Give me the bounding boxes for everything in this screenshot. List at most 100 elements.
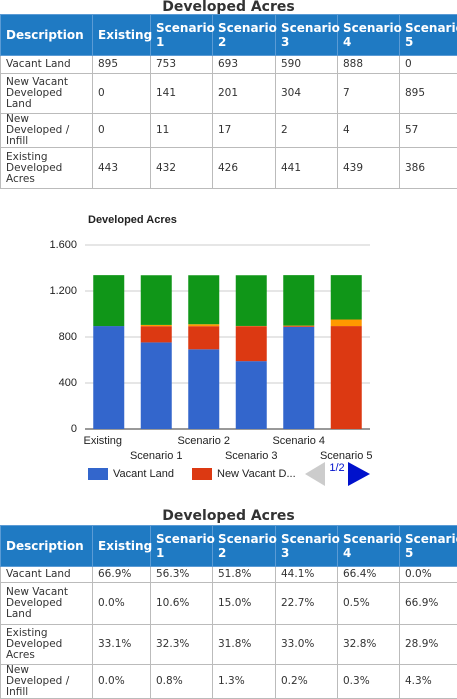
table-cell: 386 bbox=[400, 148, 457, 189]
table-cell: 66.4% bbox=[338, 567, 400, 583]
table-cell: Vacant Land bbox=[1, 567, 93, 583]
table-cell: 201 bbox=[213, 74, 276, 114]
table-title: Developed Acres bbox=[0, 507, 457, 525]
bar-segment bbox=[93, 275, 124, 326]
bar-segment bbox=[236, 326, 267, 361]
column-header: Existing bbox=[93, 15, 151, 56]
table-cell: 0.5% bbox=[338, 583, 400, 625]
table-cell: 31.8% bbox=[213, 625, 276, 665]
column-header: Description bbox=[1, 526, 93, 567]
pager-next[interactable] bbox=[348, 462, 370, 486]
bar-segment bbox=[188, 349, 219, 429]
bar-segment bbox=[331, 320, 362, 327]
y-tick-label: 800 bbox=[59, 331, 77, 343]
table-cell: 11 bbox=[151, 114, 213, 148]
column-header: Scenario 5 bbox=[400, 15, 457, 56]
table-cell: 17 bbox=[213, 114, 276, 148]
legend-label: New Vacant D... bbox=[217, 468, 296, 480]
column-header: Scenario 2 bbox=[213, 526, 276, 567]
y-tick-label: 1.200 bbox=[49, 285, 77, 297]
bar-segment bbox=[141, 325, 172, 326]
table-cell: 7 bbox=[338, 74, 400, 114]
table-cell: 51.8% bbox=[213, 567, 276, 583]
table-cell: 895 bbox=[400, 74, 457, 114]
table-cell: 441 bbox=[276, 148, 338, 189]
pager-label: 1/2 bbox=[329, 462, 344, 474]
column-header: Description bbox=[1, 15, 93, 56]
table-cell: 426 bbox=[213, 148, 276, 189]
table-cell: 66.9% bbox=[93, 567, 151, 583]
table-cell: New Developed / Infill bbox=[1, 114, 93, 148]
y-tick-label: 0 bbox=[71, 423, 77, 435]
table-cell: 28.9% bbox=[400, 625, 457, 665]
table-cell: 33.0% bbox=[276, 625, 338, 665]
column-header: Existing bbox=[93, 526, 151, 567]
legend-swatch bbox=[88, 468, 108, 480]
table-cell: 141 bbox=[151, 74, 213, 114]
x-tick-label: Scenario 3 bbox=[225, 450, 278, 462]
table-cell: 0 bbox=[93, 114, 151, 148]
table-cell: 4 bbox=[338, 114, 400, 148]
table-cell: 10.6% bbox=[151, 583, 213, 625]
column-header: Scenario 4 bbox=[338, 15, 400, 56]
x-tick-label: Scenario 2 bbox=[177, 435, 230, 447]
table-cell: 0 bbox=[400, 56, 457, 74]
table-cell: 56.3% bbox=[151, 567, 213, 583]
table-cell: 432 bbox=[151, 148, 213, 189]
x-tick-label: Scenario 5 bbox=[320, 450, 373, 462]
chart: Developed Acres 0 400 800 1.200 1.600 Existin… bbox=[0, 200, 457, 500]
table-cell: 0.0% bbox=[93, 665, 151, 699]
bar-segment bbox=[141, 275, 172, 325]
legend-label: Vacant Land bbox=[113, 468, 174, 480]
table-cell: 0.2% bbox=[276, 665, 338, 699]
chart-title: Developed Acres bbox=[88, 214, 177, 226]
y-tick-label: 400 bbox=[59, 377, 77, 389]
column-header: Scenario 1 bbox=[151, 15, 213, 56]
table-cell: Existing Developed Acres bbox=[1, 148, 93, 189]
column-header: Scenario 2 bbox=[213, 15, 276, 56]
table-cell: Existing Developed Acres bbox=[1, 625, 93, 665]
table-cell: 895 bbox=[93, 56, 151, 74]
bar-segment bbox=[283, 326, 314, 327]
x-tick-label: Scenario 4 bbox=[272, 435, 325, 447]
table-cell: 0.8% bbox=[151, 665, 213, 699]
bar-segment bbox=[188, 275, 219, 324]
table-cell: 304 bbox=[276, 74, 338, 114]
bar-segment bbox=[188, 324, 219, 326]
table-cell: 4.3% bbox=[400, 665, 457, 699]
bar-segment bbox=[283, 275, 314, 325]
pager-prev bbox=[305, 462, 325, 486]
x-tick-label: Scenario 1 bbox=[130, 450, 183, 462]
table-cell: Vacant Land bbox=[1, 56, 93, 74]
table-cell: 693 bbox=[213, 56, 276, 74]
table-cell: 0 bbox=[93, 74, 151, 114]
legend-swatch bbox=[192, 468, 212, 480]
table-cell: 33.1% bbox=[93, 625, 151, 665]
table-cell: 32.8% bbox=[338, 625, 400, 665]
table-cell: 443 bbox=[93, 148, 151, 189]
bar-segment bbox=[141, 326, 172, 342]
bar-segment bbox=[188, 326, 219, 349]
table-cell: 888 bbox=[338, 56, 400, 74]
x-tick-label: Existing bbox=[83, 435, 122, 447]
table-title: Developed Acres bbox=[0, 0, 457, 14]
y-tick-label: 1.600 bbox=[49, 239, 77, 251]
table-cell: 57 bbox=[400, 114, 457, 148]
bar-segment bbox=[141, 342, 172, 429]
table-cell: 0.0% bbox=[93, 583, 151, 625]
table-cell: 0.0% bbox=[400, 567, 457, 583]
column-header: Scenario 4 bbox=[338, 526, 400, 567]
table-cell: 1.3% bbox=[213, 665, 276, 699]
bar-segment bbox=[236, 275, 267, 326]
table-cell: New Vacant Developed Land bbox=[1, 74, 93, 114]
